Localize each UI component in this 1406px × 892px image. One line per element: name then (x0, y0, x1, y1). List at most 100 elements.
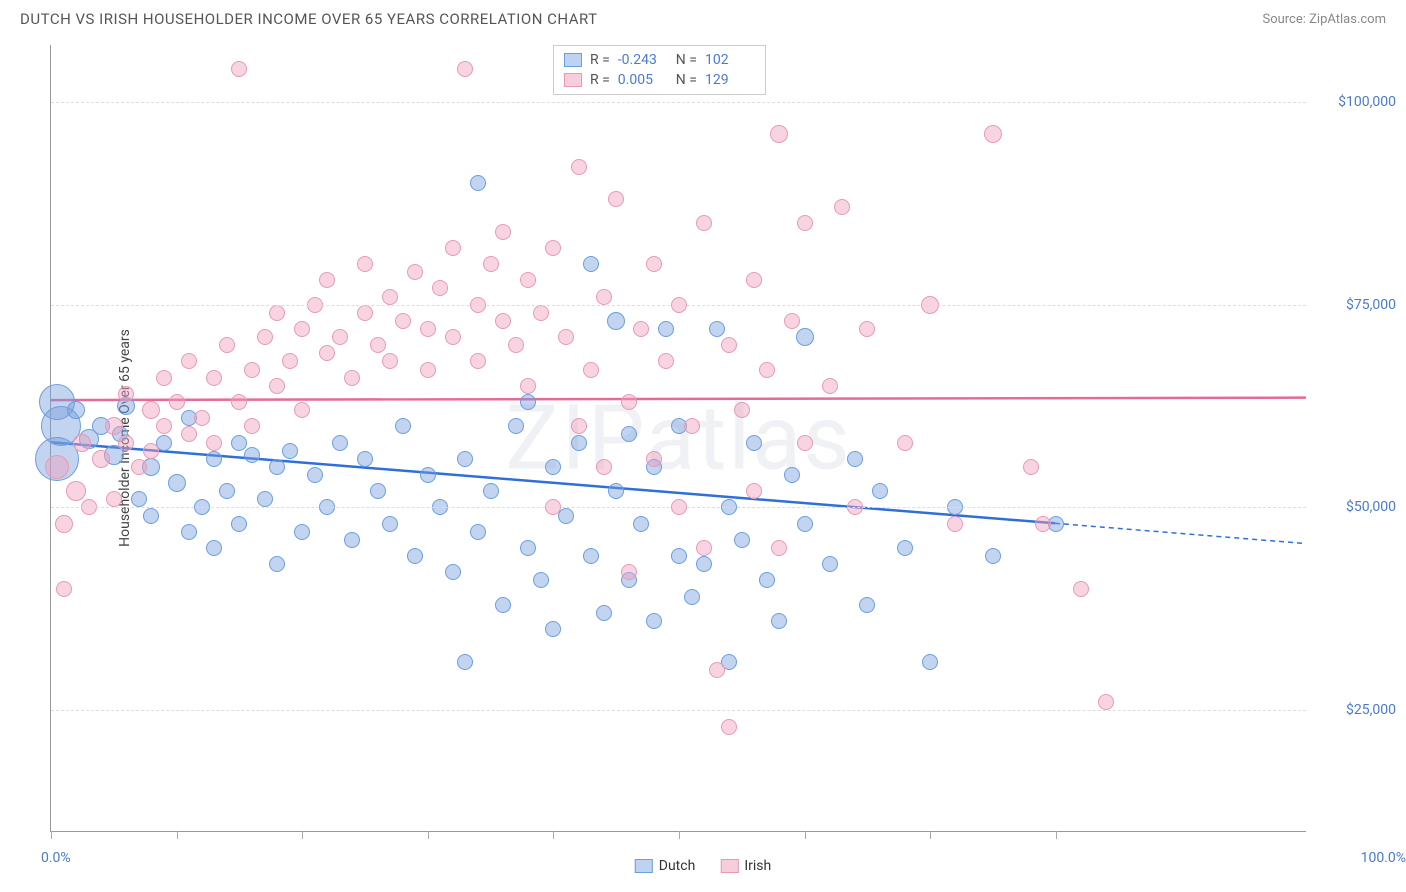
data-point (206, 451, 222, 467)
data-point (39, 384, 75, 420)
data-point (533, 572, 549, 588)
data-point (382, 289, 398, 305)
x-tick (553, 831, 554, 839)
stats-row: R = -0.243 N = 102 (564, 50, 755, 70)
data-point (771, 613, 787, 629)
y-tick-label: $50,000 (1316, 499, 1396, 515)
data-point (219, 483, 235, 499)
data-point (142, 401, 160, 419)
data-point (206, 540, 222, 556)
data-point (244, 418, 260, 434)
data-point (181, 426, 197, 442)
data-point (558, 329, 574, 345)
n-label: N = (676, 52, 697, 68)
legend-item: Dutch (635, 858, 696, 874)
data-point (696, 556, 712, 572)
data-point (671, 548, 687, 564)
data-point (66, 481, 86, 501)
data-point (45, 455, 69, 479)
source-attribution: Source: ZipAtlas.com (1262, 12, 1386, 27)
x-tick (679, 831, 680, 839)
data-point (583, 548, 599, 564)
data-point (181, 524, 197, 540)
data-point (734, 532, 750, 548)
data-point (784, 313, 800, 329)
data-point (143, 508, 159, 524)
data-point (734, 402, 750, 418)
data-point (658, 321, 674, 337)
data-point (206, 435, 222, 451)
data-point (257, 491, 273, 507)
data-point (770, 125, 788, 143)
data-point (35, 437, 79, 481)
data-point (646, 256, 662, 272)
data-point (897, 540, 913, 556)
data-point (156, 435, 172, 451)
data-point (796, 328, 814, 346)
data-point (370, 483, 386, 499)
data-point (859, 321, 875, 337)
y-tick-label: $100,000 (1316, 94, 1396, 110)
data-point (696, 215, 712, 231)
legend-swatch (635, 859, 653, 873)
n-value: 129 (705, 72, 755, 88)
data-point (571, 159, 587, 175)
data-point (156, 370, 172, 386)
data-point (357, 305, 373, 321)
data-point (194, 410, 210, 426)
data-point (746, 272, 762, 288)
data-point (244, 362, 260, 378)
data-point (1098, 694, 1114, 710)
data-point (985, 548, 1001, 564)
data-point (131, 491, 147, 507)
data-point (470, 524, 486, 540)
data-point (1023, 459, 1039, 475)
x-tick (51, 831, 52, 839)
data-point (1035, 516, 1051, 532)
data-point (847, 451, 863, 467)
data-point (721, 337, 737, 353)
data-point (583, 256, 599, 272)
data-point (483, 483, 499, 499)
data-point (508, 418, 524, 434)
x-tick (1056, 831, 1057, 839)
legend-swatch (720, 859, 738, 873)
y-tick-label: $25,000 (1316, 702, 1396, 718)
data-point (771, 540, 787, 556)
x-tick (805, 831, 806, 839)
data-point (922, 654, 938, 670)
data-point (684, 418, 700, 434)
data-point (407, 264, 423, 280)
data-point (420, 362, 436, 378)
data-point (206, 370, 222, 386)
data-point (759, 362, 775, 378)
x-tick (930, 831, 931, 839)
data-point (294, 402, 310, 418)
data-point (608, 483, 624, 499)
data-point (495, 224, 511, 240)
data-point (721, 719, 737, 735)
data-point (56, 581, 72, 597)
data-point (1048, 516, 1064, 532)
data-point (395, 313, 411, 329)
data-point (533, 305, 549, 321)
data-point (520, 394, 536, 410)
data-point (608, 191, 624, 207)
data-point (897, 435, 913, 451)
data-point (257, 329, 273, 345)
data-point (457, 654, 473, 670)
data-point (721, 654, 737, 670)
data-point (269, 556, 285, 572)
data-point (344, 370, 360, 386)
r-value: 0.005 (618, 72, 668, 88)
data-point (545, 240, 561, 256)
data-point (633, 516, 649, 532)
data-point (684, 589, 700, 605)
data-point (357, 256, 373, 272)
data-point (117, 397, 135, 415)
data-point (432, 280, 448, 296)
data-point (269, 459, 285, 475)
series-swatch (564, 53, 582, 67)
data-point (646, 613, 662, 629)
gridline (51, 507, 1306, 508)
